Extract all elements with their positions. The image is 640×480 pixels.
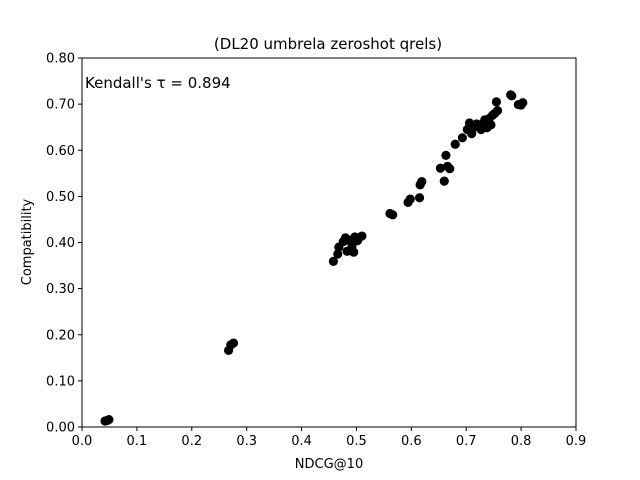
data-point	[357, 231, 367, 241]
x-tick-label: 0.9	[566, 434, 587, 449]
data-point	[228, 338, 239, 348]
data-point	[405, 194, 415, 204]
data-point	[445, 164, 455, 174]
data-point	[328, 256, 338, 267]
y-tick-label: 0.00	[46, 421, 75, 436]
y-axis-label: Compatibility	[20, 198, 35, 285]
y-tick-label: 0.80	[46, 52, 75, 67]
data-point	[518, 98, 528, 108]
x-tick-label: 0.4	[291, 434, 312, 449]
data-point	[491, 97, 502, 107]
data-point	[439, 176, 449, 186]
x-tick-label: 0.8	[511, 434, 532, 449]
data-point	[450, 139, 460, 149]
data-point	[486, 120, 496, 130]
x-tick-label: 0.1	[127, 434, 148, 449]
y-tick-label: 0.60	[46, 144, 75, 159]
y-tick-label: 0.10	[46, 374, 75, 389]
x-tick-label: 0.2	[181, 434, 202, 449]
y-tick-label: 0.70	[46, 98, 75, 113]
y-tick-label: 0.50	[46, 190, 75, 205]
data-point	[417, 177, 427, 187]
x-tick-label: 0.7	[456, 434, 477, 449]
chart-title: (DL20 umbrela zeroshot qrels)	[214, 35, 442, 53]
data-point	[414, 193, 425, 203]
data-point	[333, 249, 343, 259]
data-point	[507, 91, 517, 101]
data-point	[457, 133, 467, 143]
y-tick-label: 0.20	[46, 328, 75, 343]
data-point	[349, 247, 359, 257]
data-point	[435, 163, 446, 173]
data-point	[104, 415, 114, 425]
data-point	[492, 105, 503, 116]
y-tick-label: 0.30	[46, 282, 75, 297]
data-point	[388, 210, 398, 220]
data-point	[441, 150, 451, 160]
x-axis: 0.0 0.1 0.2 0.3 0.4 0.5 0.6 0.7 0.8 0.9	[72, 427, 587, 449]
x-tick-label: 0.0	[72, 434, 93, 449]
x-tick-label: 0.6	[401, 434, 422, 449]
kendall-tau-annotation: Kendall's τ = 0.894	[85, 74, 231, 92]
y-axis: 0.00 0.10 0.20 0.30 0.40 0.50 0.60 0.70 0.80	[46, 52, 82, 436]
y-tick-label: 0.40	[46, 236, 75, 251]
x-tick-label: 0.3	[236, 434, 257, 449]
x-tick-label: 0.5	[346, 434, 367, 449]
data-points	[100, 90, 528, 426]
x-axis-label: NDCG@10	[295, 457, 363, 472]
